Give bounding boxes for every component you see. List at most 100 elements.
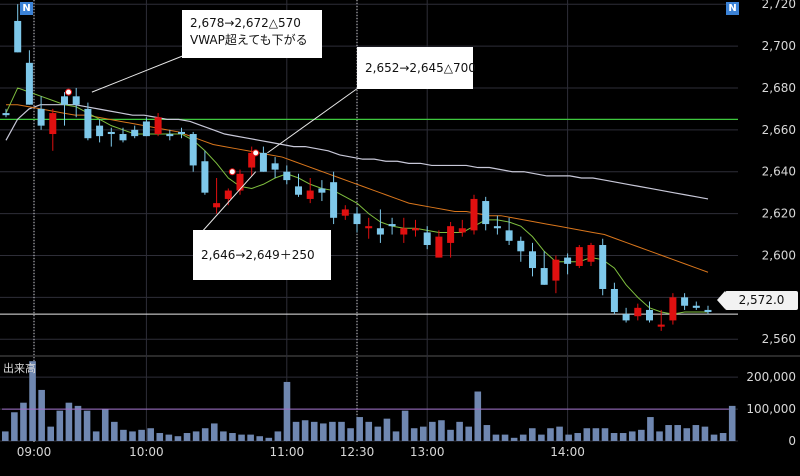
volume-bar	[647, 417, 654, 441]
candle	[435, 236, 443, 258]
volume-bar	[365, 421, 373, 441]
candle	[458, 228, 466, 233]
volume-bar	[183, 433, 191, 441]
news-badge-left[interactable]: N	[20, 2, 33, 15]
candle	[529, 251, 536, 269]
volume-bar	[383, 418, 391, 441]
moving-average-line	[6, 104, 709, 273]
volume-bar	[165, 434, 173, 441]
trade-marker	[252, 149, 260, 157]
volume-bar	[601, 428, 609, 441]
volume-bar	[547, 428, 554, 441]
candle	[669, 297, 677, 321]
candle	[84, 108, 92, 139]
volume-bar	[201, 428, 209, 441]
annotation-leader	[267, 87, 359, 154]
news-badge-right[interactable]: N	[726, 2, 739, 15]
volume-bar	[501, 434, 509, 441]
candle	[622, 314, 630, 321]
x-tick-label: 14:00	[550, 445, 585, 459]
volume-y-tick-label: 0	[788, 434, 796, 448]
x-tick-label: 09:00	[17, 445, 52, 459]
candle	[376, 228, 384, 235]
candle	[482, 201, 490, 225]
volume-bar	[138, 429, 145, 441]
candle	[61, 96, 68, 105]
volume-bar	[701, 426, 709, 441]
volume-bar	[456, 421, 463, 441]
candle	[14, 20, 22, 53]
volume-bar	[538, 434, 545, 441]
candle	[505, 230, 513, 241]
volume-title: 出来高	[3, 362, 36, 375]
volume-bar	[20, 402, 27, 441]
volume-bar	[392, 431, 400, 441]
x-tick-label: 12:30	[340, 445, 375, 459]
candle	[610, 288, 618, 313]
volume-bar	[310, 421, 318, 441]
candle	[306, 190, 314, 199]
annotation-line: 2,652→2,645△700	[365, 61, 476, 75]
volume-bar	[265, 437, 273, 441]
volume-bar	[719, 433, 727, 441]
candle	[2, 113, 10, 116]
candle	[49, 113, 57, 135]
candle	[248, 152, 256, 168]
candle	[213, 203, 221, 208]
candle	[575, 247, 583, 266]
vwap-line	[5, 104, 709, 200]
volume-bar	[74, 405, 82, 441]
candle	[236, 173, 244, 191]
annotation-leader	[91, 54, 186, 93]
volume-bar	[256, 436, 264, 441]
volume-bar	[419, 426, 427, 441]
candle	[72, 96, 80, 105]
volume-bar	[11, 412, 18, 441]
volume-bar	[283, 381, 291, 441]
volume-bar	[692, 425, 700, 441]
y-tick-label: 2,640	[762, 165, 796, 179]
volume-bar	[410, 428, 418, 441]
candle	[271, 163, 279, 170]
candle	[37, 108, 45, 126]
annotation-leader	[199, 171, 257, 235]
annotation-box: 2,646→2,649＋250	[193, 230, 331, 280]
x-tick-label: 10:00	[129, 445, 164, 459]
candle	[657, 324, 665, 327]
volume-bar	[447, 429, 454, 441]
volume-bar	[592, 428, 600, 441]
candle	[341, 209, 349, 216]
annotation-box: 2,678→2,672△570 VWAP超えても下がる	[182, 10, 322, 58]
volume-bar	[47, 426, 55, 441]
candle	[166, 134, 174, 137]
annotation-line: 2,646→2,649＋250	[201, 248, 315, 262]
candle	[646, 309, 653, 321]
volume-bar	[728, 405, 736, 441]
trade-marker	[228, 168, 236, 176]
volume-bar	[519, 434, 527, 441]
candle	[681, 297, 689, 306]
volume-bar	[320, 423, 327, 441]
annotation-line: 2,678→2,672△570	[190, 16, 301, 30]
candle	[599, 245, 607, 289]
volume-bar	[101, 409, 109, 441]
volume-bar	[120, 429, 127, 441]
volume-bar	[574, 433, 582, 441]
volume-bar	[619, 433, 627, 441]
volume-bar	[565, 434, 572, 441]
candle	[388, 224, 396, 227]
volume-bar	[401, 410, 409, 441]
candle	[189, 134, 197, 166]
volume-bar	[29, 361, 36, 441]
volume-bar	[229, 433, 236, 441]
volume-bar	[492, 434, 500, 441]
volume-bar	[356, 417, 363, 441]
x-tick-label: 11:00	[270, 445, 305, 459]
volume-bar	[347, 428, 354, 441]
y-tick-label: 2,700	[762, 39, 796, 53]
volume-bar	[338, 421, 345, 441]
volume-bar	[38, 389, 45, 441]
volume-bar	[556, 426, 563, 441]
candle	[107, 131, 115, 135]
